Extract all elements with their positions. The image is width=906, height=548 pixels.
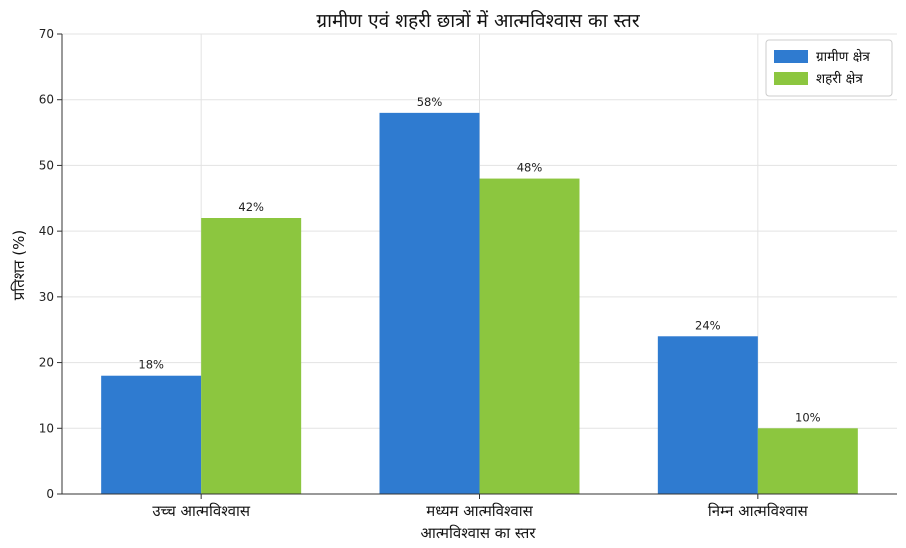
y-tick-label: 0	[46, 487, 54, 501]
bar	[479, 178, 580, 495]
bar	[101, 375, 202, 494]
bar-value-label: 42%	[238, 200, 264, 214]
x-axis-title: आत्मविश्वास का स्तर	[421, 524, 537, 542]
legend: ग्रामीण क्षेत्र शहरी क्षेत्र	[765, 39, 893, 97]
y-tick-label: 50	[39, 158, 54, 172]
y-tick-label: 30	[39, 290, 54, 304]
y-tick-label: 70	[39, 27, 54, 41]
bar	[379, 112, 480, 494]
x-tick-label: निम्न आत्मविश्वास	[708, 502, 809, 520]
legend-swatch	[774, 72, 808, 85]
y-axis-title: प्रतिशत (%)	[10, 230, 28, 300]
y-tick-label: 40	[39, 224, 54, 238]
x-ticks: उच्च आत्मविश्वास मध्यम आत्मविश्वास निम्न आ…	[152, 494, 809, 520]
bar	[757, 428, 858, 494]
chart-title: ग्रामीण एवं शहरी छात्रों में आत्मविश्वास…	[316, 9, 640, 32]
bar-value-label: 10%	[795, 410, 821, 424]
y-tick-label: 20	[39, 356, 54, 370]
x-tick-label: मध्यम आत्मविश्वास	[426, 502, 533, 520]
bar-value-label: 58%	[417, 95, 443, 109]
bar-value-label: 24%	[695, 318, 721, 332]
legend-swatch	[774, 50, 808, 63]
legend-label: ग्रामीण क्षेत्र	[816, 48, 870, 65]
bar	[657, 336, 758, 494]
bar-value-label: 48%	[517, 161, 543, 175]
y-tick-label: 60	[39, 93, 54, 107]
y-tick-label: 10	[39, 421, 54, 435]
bar-value-label: 18%	[138, 358, 164, 372]
bar	[201, 218, 302, 494]
legend-label: शहरी क्षेत्र	[816, 70, 863, 87]
y-ticks: 0 10 20 30 40 50 60 70	[39, 27, 62, 501]
x-tick-label: उच्च आत्मविश्वास	[152, 502, 251, 520]
bars: 18% 42% 58% 48% 24% 10%	[101, 95, 858, 495]
